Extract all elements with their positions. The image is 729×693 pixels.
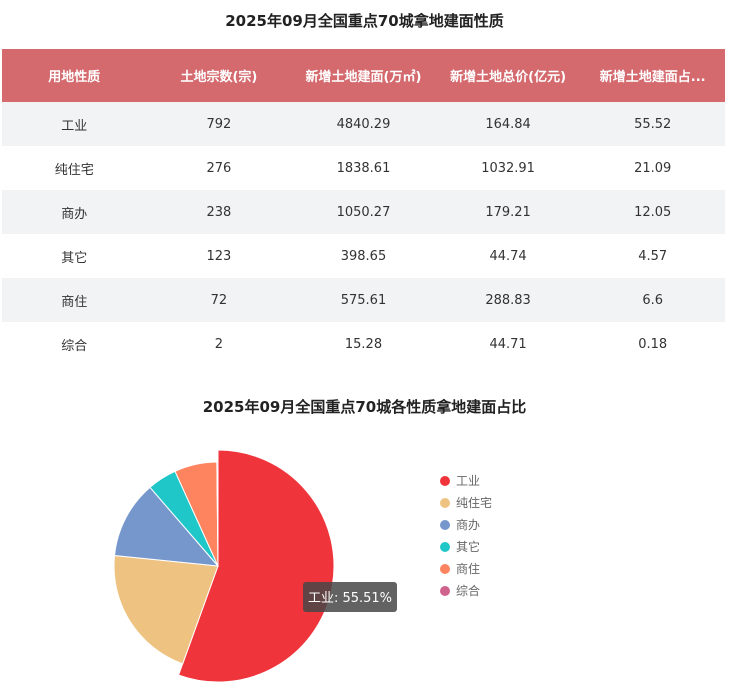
cell-area-share: 12.05 — [580, 190, 725, 234]
cell-area-share: 6.6 — [580, 278, 725, 322]
table-row: 纯住宅 276 1838.61 1032.91 21.09 — [2, 146, 725, 190]
cell-parcel-count: 276 — [146, 146, 292, 190]
land-nature-table: 用地性质 土地宗数(宗) 新增土地建面(万㎡) 新增土地总价(亿元) 新增土地建… — [2, 49, 725, 366]
chart-tooltip: 工业: 55.51% — [303, 582, 397, 612]
cell-new-area: 15.28 — [291, 322, 436, 366]
header-total-price[interactable]: 新增土地总价(亿元) — [435, 49, 581, 102]
legend-label[interactable]: 纯住宅 — [456, 495, 492, 510]
header-new-area[interactable]: 新增土地建面(万㎡) — [291, 49, 436, 102]
cell-total-price: 288.83 — [435, 278, 581, 322]
cell-land-type: 其它 — [2, 234, 147, 278]
table-header-row: 用地性质 土地宗数(宗) 新增土地建面(万㎡) 新增土地总价(亿元) 新增土地建… — [2, 49, 725, 102]
legend-marker[interactable] — [440, 564, 450, 574]
pie-slices — [113, 449, 335, 683]
cell-area-share: 55.52 — [580, 102, 725, 146]
legend-marker[interactable] — [440, 476, 450, 486]
cell-total-price: 44.74 — [435, 234, 581, 278]
table-row: 工业 792 4840.29 164.84 55.52 — [2, 102, 725, 146]
cell-land-type: 商办 — [2, 190, 147, 234]
cell-parcel-count: 238 — [146, 190, 292, 234]
cell-parcel-count: 2 — [146, 322, 292, 366]
table-row: 商办 238 1050.27 179.21 12.05 — [2, 190, 725, 234]
cell-area-share: 21.09 — [580, 146, 725, 190]
legend-marker[interactable] — [440, 498, 450, 508]
tooltip-text: 工业: 55.51% — [308, 591, 392, 606]
legend-label[interactable]: 工业 — [456, 474, 480, 488]
cell-land-type: 综合 — [2, 322, 147, 366]
cell-land-type: 纯住宅 — [2, 146, 147, 190]
cell-parcel-count: 72 — [146, 278, 292, 322]
pie-slice-5[interactable] — [216, 461, 219, 567]
pie-slice-1[interactable] — [113, 554, 219, 665]
cell-new-area: 1838.61 — [291, 146, 436, 190]
cell-total-price: 179.21 — [435, 190, 581, 234]
cell-land-type: 工业 — [2, 102, 147, 146]
header-area-share[interactable]: 新增土地建面占... — [580, 49, 725, 102]
tooltip-box — [303, 582, 397, 612]
cell-parcel-count: 792 — [146, 102, 292, 146]
header-land-type[interactable]: 用地性质 — [2, 49, 147, 102]
cell-area-share: 0.18 — [580, 322, 725, 366]
pie-slice-2[interactable] — [113, 486, 220, 567]
legend-label[interactable]: 商办 — [456, 517, 480, 532]
cell-new-area: 1050.27 — [291, 190, 436, 234]
cell-new-area: 575.61 — [291, 278, 436, 322]
header-parcel-count[interactable]: 土地宗数(宗) — [146, 49, 292, 102]
table-row: 综合 2 15.28 44.71 0.18 — [2, 322, 725, 366]
cell-total-price: 1032.91 — [435, 146, 581, 190]
chart-title: 2025年09月全国重点70城各性质拿地建面占比 — [202, 398, 527, 416]
table-title: 2025年09月全国重点70城拿地建面性质 — [225, 12, 504, 30]
legend-marker[interactable] — [440, 586, 450, 596]
cell-new-area: 4840.29 — [291, 102, 436, 146]
cell-area-share: 4.57 — [580, 234, 725, 278]
legend-marker[interactable] — [440, 520, 450, 530]
legend-label[interactable]: 综合 — [456, 583, 480, 598]
cell-total-price: 164.84 — [435, 102, 581, 146]
table-row: 商住 72 575.61 288.83 6.6 — [2, 278, 725, 322]
legend-label[interactable]: 其它 — [456, 539, 480, 554]
cell-total-price: 44.71 — [435, 322, 581, 366]
legend-marker[interactable] — [440, 542, 450, 552]
legend-label[interactable]: 商住 — [456, 561, 480, 576]
cell-new-area: 398.65 — [291, 234, 436, 278]
cell-land-type: 商住 — [2, 278, 147, 322]
cell-parcel-count: 123 — [146, 234, 292, 278]
table-row: 其它 123 398.65 44.74 4.57 — [2, 234, 725, 278]
